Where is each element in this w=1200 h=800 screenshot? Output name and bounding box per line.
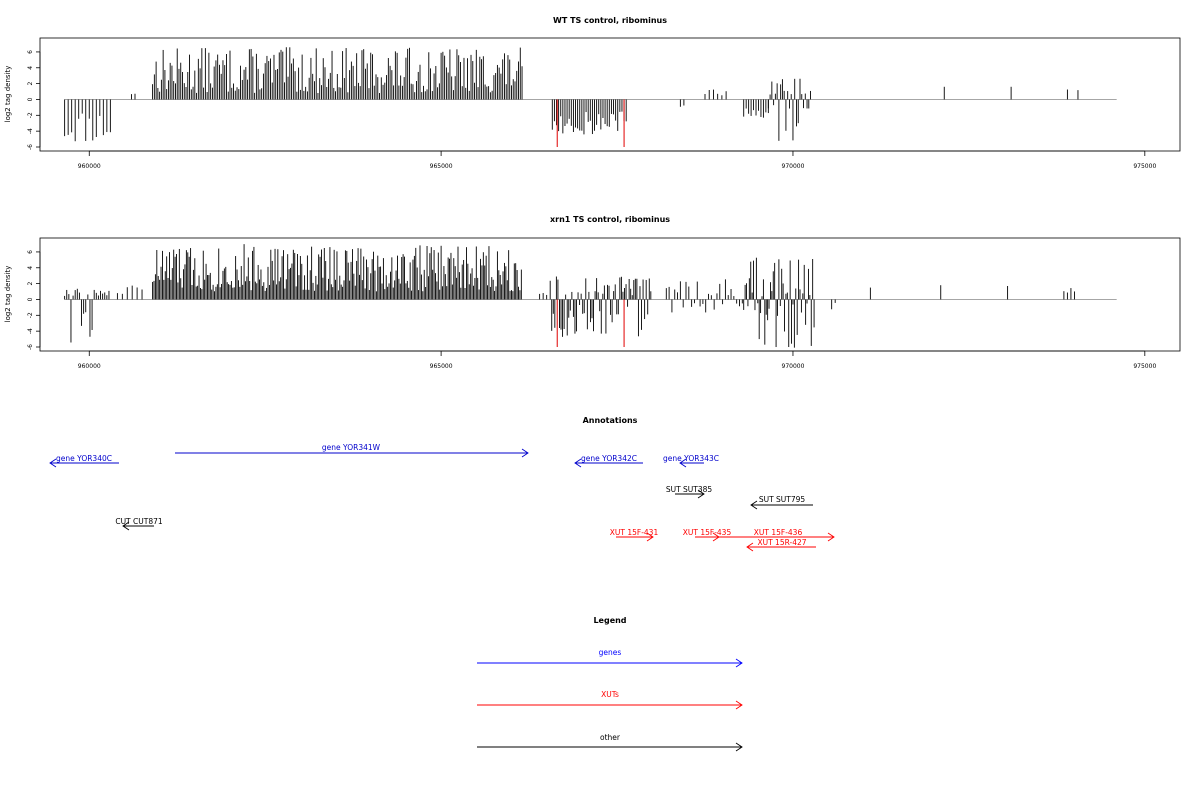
annotation-sut385: SUT SUT385 bbox=[666, 485, 713, 499]
x-tick-label: 960000 bbox=[78, 163, 101, 170]
bars-group bbox=[64, 244, 1117, 348]
y-tick-label: -2 bbox=[27, 112, 34, 118]
y-tick-label: -6 bbox=[27, 344, 34, 350]
panel-wt: WT TS control, ribominus log2 tag densit… bbox=[4, 16, 1181, 170]
annotations-panel: Annotations gene YOR340C gene YOR341W ge… bbox=[49, 416, 835, 552]
annotation-label: SUT SUT795 bbox=[759, 495, 806, 504]
annotation-label: gene YOR341W bbox=[322, 443, 381, 452]
annotation-xut-15f-435: XUT 15F-435 bbox=[683, 528, 732, 542]
annotation-cut871: CUT CUT871 bbox=[115, 517, 163, 531]
y-tick-label: -4 bbox=[27, 328, 34, 334]
x-tick-label: 960000 bbox=[78, 363, 101, 370]
annotation-label: CUT CUT871 bbox=[115, 517, 163, 526]
x-tick-label: 965000 bbox=[430, 363, 453, 370]
y-tick-label: -2 bbox=[27, 312, 34, 318]
y-tick-label: 4 bbox=[27, 66, 34, 70]
arrowhead bbox=[122, 521, 130, 531]
x-tick-label: 965000 bbox=[430, 163, 453, 170]
annotation-label: XUT 15F-436 bbox=[754, 528, 803, 537]
arrowhead bbox=[750, 500, 758, 510]
annotation-yor341w: gene YOR341W bbox=[175, 443, 529, 458]
arrowhead bbox=[49, 458, 57, 468]
annotation-xut-15f-431: XUT 15F-431 bbox=[610, 528, 659, 542]
x-tick-label: 975000 bbox=[1133, 363, 1156, 370]
panel-title: WT TS control, ribominus bbox=[553, 16, 667, 25]
arrowhead bbox=[827, 532, 835, 542]
y-tick-label: 2 bbox=[27, 282, 34, 286]
legend-item-other: other bbox=[477, 733, 743, 752]
y-ticks: -6 -4 -2 0 2 4 6 bbox=[27, 250, 41, 350]
annotation-yor340c: gene YOR340C bbox=[49, 454, 119, 468]
annotation-yor343c: gene YOR343C bbox=[663, 454, 719, 468]
arrowhead bbox=[746, 542, 754, 552]
annotation-label: SUT SUT385 bbox=[666, 485, 713, 494]
arrowhead bbox=[521, 448, 529, 458]
y-axis-label: log2 tag density bbox=[4, 266, 12, 323]
legend-panel: Legend genes XUTs other bbox=[477, 616, 743, 752]
annotation-label: gene YOR340C bbox=[56, 454, 112, 463]
annotation-label: gene YOR342C bbox=[581, 454, 637, 463]
arrowhead bbox=[646, 532, 654, 542]
y-tick-label: 6 bbox=[27, 50, 34, 54]
y-ticks: -6 -4 -2 0 2 4 6 bbox=[27, 50, 41, 150]
annotation-label: XUT 15F-435 bbox=[683, 528, 732, 537]
y-tick-label: 0 bbox=[27, 97, 34, 101]
legend-label: XUTs bbox=[601, 690, 619, 699]
arrowhead bbox=[735, 742, 743, 752]
y-tick-label: -4 bbox=[27, 128, 34, 134]
annotation-label: XUT 15F-431 bbox=[610, 528, 659, 537]
panel-xrn1: xrn1 TS control, ribominus log2 tag dens… bbox=[4, 215, 1181, 370]
arrowhead bbox=[697, 489, 705, 499]
annotations-title: Annotations bbox=[583, 416, 638, 425]
annotation-yor342c: gene YOR342C bbox=[574, 454, 643, 468]
legend-title: Legend bbox=[593, 616, 626, 625]
annotation-sut795: SUT SUT795 bbox=[750, 495, 813, 510]
plot-frame bbox=[39, 237, 1181, 352]
legend-item-xuts: XUTs bbox=[477, 690, 743, 710]
bars-group bbox=[64, 47, 1117, 147]
x-ticks: 960000 965000 970000 975000 bbox=[78, 150, 1156, 170]
y-tick-label: 6 bbox=[27, 250, 34, 254]
legend-label: genes bbox=[599, 648, 622, 657]
legend-item-genes: genes bbox=[477, 648, 743, 668]
annotation-label: XUT 15R-427 bbox=[757, 538, 806, 547]
panel-title: xrn1 TS control, ribominus bbox=[550, 215, 670, 224]
x-tick-label: 975000 bbox=[1133, 163, 1156, 170]
x-ticks: 960000 965000 970000 975000 bbox=[78, 350, 1156, 370]
y-tick-label: 2 bbox=[27, 82, 34, 86]
annotation-xut-15f-436: XUT 15F-436 bbox=[719, 528, 835, 542]
y-tick-label: 4 bbox=[27, 266, 34, 270]
x-tick-label: 970000 bbox=[782, 163, 805, 170]
arrowhead bbox=[679, 458, 687, 468]
y-tick-label: -6 bbox=[27, 144, 34, 150]
annotation-label: gene YOR343C bbox=[663, 454, 719, 463]
annotation-xut-15r-427: XUT 15R-427 bbox=[746, 538, 816, 552]
arrowhead bbox=[735, 700, 743, 710]
legend-label: other bbox=[600, 733, 621, 742]
y-tick-label: 0 bbox=[27, 297, 34, 301]
arrowhead bbox=[735, 658, 743, 668]
x-tick-label: 970000 bbox=[782, 363, 805, 370]
arrowhead bbox=[574, 458, 582, 468]
y-axis-label: log2 tag density bbox=[4, 66, 12, 123]
